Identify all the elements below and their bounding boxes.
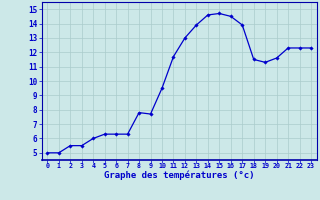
X-axis label: Graphe des températures (°c): Graphe des températures (°c) xyxy=(104,171,254,180)
